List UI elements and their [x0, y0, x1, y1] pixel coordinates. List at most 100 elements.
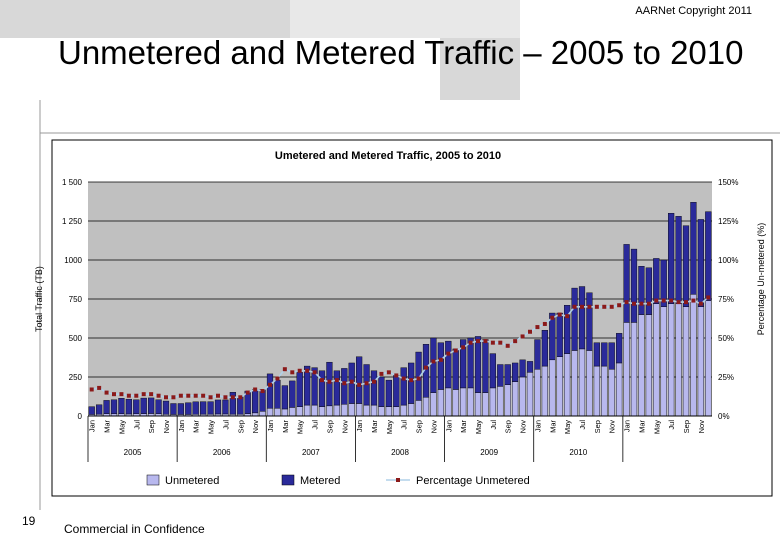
bar-metered — [556, 312, 563, 357]
bar-unmetered — [564, 353, 571, 417]
bar-unmetered — [356, 403, 363, 417]
bar-metered — [177, 403, 184, 415]
x-tick-label: Jul — [578, 420, 587, 430]
bar-unmetered — [318, 406, 326, 417]
bar-metered — [318, 370, 326, 407]
bar-metered — [207, 401, 214, 415]
bar-metered — [385, 379, 392, 407]
header-accent — [440, 38, 520, 100]
bar-metered — [623, 244, 630, 323]
bar-metered — [400, 367, 407, 406]
percentage-marker — [587, 304, 592, 309]
bar-metered — [601, 342, 608, 367]
bar-metered — [125, 398, 132, 415]
x-tick-label: Jan — [444, 420, 453, 432]
bar-unmetered — [385, 406, 392, 417]
bar-metered — [304, 365, 311, 406]
bar-unmetered — [445, 387, 452, 417]
x-tick-label: Nov — [519, 420, 528, 434]
bar-metered — [222, 399, 229, 415]
bar-metered — [214, 399, 222, 415]
x-tick-label: Mar — [637, 420, 646, 433]
page-number: 19 — [22, 514, 36, 528]
bar-unmetered — [400, 404, 407, 417]
x-tick-label: Sep — [593, 420, 602, 433]
percentage-marker — [238, 395, 243, 400]
bar-metered — [162, 400, 170, 415]
bar-metered — [200, 401, 207, 415]
bar-metered — [252, 389, 259, 414]
x-tick-label: Jan — [623, 420, 632, 432]
percentage-marker — [669, 298, 674, 303]
bar-metered — [571, 287, 578, 351]
percentage-marker — [320, 378, 324, 383]
percentage-marker — [453, 348, 458, 353]
percentage-marker — [676, 300, 681, 305]
bar-unmetered — [430, 392, 437, 417]
y-tick-label: 1 250 — [62, 217, 83, 226]
bar-metered — [408, 362, 415, 404]
x-tick-label: May — [385, 420, 394, 434]
percentage-marker — [632, 301, 636, 306]
percentage-marker — [661, 298, 666, 303]
percentage-marker — [580, 304, 584, 309]
percentage-marker — [290, 370, 295, 375]
percentage-marker — [401, 376, 406, 381]
percentage-marker — [483, 339, 488, 344]
legend-label-metered: Metered — [300, 475, 340, 487]
bar-unmetered — [660, 306, 667, 417]
percentage-marker — [557, 312, 562, 317]
percentage-marker — [617, 303, 622, 308]
y-axis-title: Total Traffic (TB) — [34, 266, 44, 332]
x-tick-label: May — [563, 420, 572, 434]
x-tick-label: Jan — [88, 420, 97, 432]
x-tick-label: Jan — [533, 420, 542, 432]
x-tick-label: Sep — [682, 420, 691, 433]
year-label: 2008 — [391, 448, 409, 457]
percentage-marker — [342, 381, 347, 386]
legend-swatch-metered — [281, 474, 295, 486]
x-tick-label: Mar — [459, 420, 468, 433]
percentage-marker — [535, 325, 540, 330]
x-tick-label: Sep — [236, 420, 245, 433]
bar-metered — [289, 380, 296, 408]
percentage-marker — [565, 314, 570, 319]
x-tick-label: Mar — [281, 420, 290, 433]
percentage-marker — [97, 385, 102, 390]
x-tick-label: Mar — [370, 420, 379, 433]
percentage-marker — [468, 340, 473, 345]
bar-metered — [690, 202, 697, 295]
bar-unmetered — [259, 411, 266, 417]
bar-metered — [296, 372, 303, 407]
bar-metered — [489, 353, 496, 389]
bar-metered — [133, 399, 140, 415]
percentage-marker — [253, 387, 258, 392]
x-tick-label: May — [652, 420, 661, 434]
bar-unmetered — [690, 294, 697, 417]
bar-metered — [460, 339, 467, 389]
bar-unmetered — [474, 392, 482, 417]
percentage-marker — [305, 368, 310, 373]
bar-metered — [378, 376, 385, 407]
bar-unmetered — [697, 306, 704, 417]
bar-unmetered — [593, 365, 600, 417]
y2-tick-label: 150% — [718, 178, 738, 187]
percentage-marker — [312, 370, 317, 375]
bar-metered — [311, 367, 318, 406]
y-tick-label: 1000 — [64, 256, 82, 265]
bar-unmetered — [304, 404, 311, 417]
bar-metered — [519, 359, 526, 378]
percentage-marker — [364, 381, 369, 386]
bar-unmetered — [526, 372, 534, 417]
bar-unmetered — [274, 408, 281, 417]
x-tick-label: Sep — [415, 420, 424, 433]
x-tick-label: Sep — [147, 420, 156, 433]
percentage-marker — [223, 395, 228, 400]
bar-unmetered — [616, 362, 623, 417]
y-tick-label: 1 500 — [62, 178, 83, 187]
percentage-marker — [208, 395, 213, 400]
bar-unmetered — [393, 406, 400, 417]
percentage-marker — [119, 392, 124, 397]
bar-metered — [564, 305, 571, 354]
